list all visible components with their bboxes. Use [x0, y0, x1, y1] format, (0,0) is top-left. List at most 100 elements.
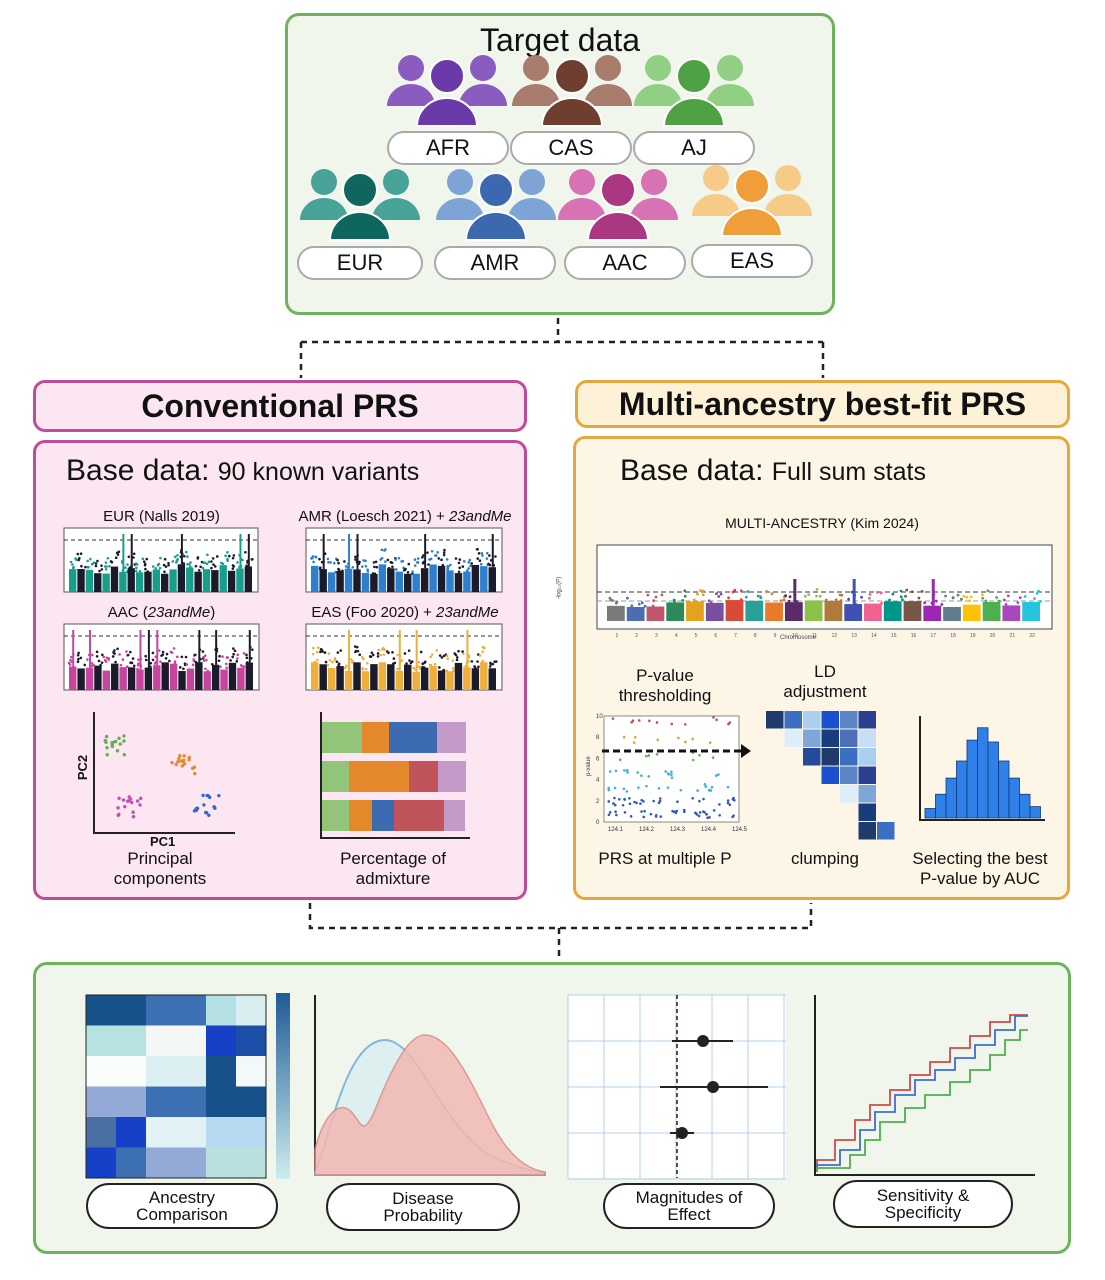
snp-point [109, 560, 113, 563]
snp-point [485, 557, 489, 560]
snp-point [211, 557, 215, 560]
ld-cell [840, 711, 858, 729]
pval-point [629, 815, 633, 818]
snp-point [366, 661, 369, 665]
pval-point [636, 771, 639, 774]
snp-point [611, 599, 614, 602]
snp-point [652, 599, 656, 602]
chromosome-tick: 4 [675, 633, 678, 639]
chromosome-column [454, 662, 463, 690]
snp-point [807, 593, 811, 597]
snp-point [207, 560, 211, 564]
pval-point [691, 737, 694, 741]
pval-point [691, 796, 694, 800]
snp-point [969, 595, 973, 599]
snp-point [128, 566, 132, 570]
chromosome-column [119, 571, 127, 592]
snp-point [113, 652, 116, 655]
pca-point [115, 749, 120, 753]
pca-point [187, 757, 191, 762]
chromosome-column [480, 662, 488, 690]
admixture-segment [394, 800, 444, 831]
pval-point [614, 810, 617, 814]
snp-point [77, 651, 80, 655]
snp-point [944, 594, 948, 598]
chromosome-column [94, 665, 102, 690]
pval-point [658, 797, 662, 800]
snp-point [151, 565, 155, 568]
snp-point [681, 598, 685, 602]
pval-point [607, 800, 611, 803]
snp-point [121, 658, 125, 661]
pval-point [672, 810, 676, 813]
snp-point [127, 555, 131, 559]
snp-point [418, 667, 422, 670]
chromosome-column [361, 671, 370, 690]
snp-point [396, 653, 400, 657]
pval-point [679, 788, 683, 792]
snp-point [355, 645, 359, 649]
snp-point [442, 551, 446, 554]
chromosome-column [177, 564, 186, 592]
snp-point [920, 590, 924, 593]
chromosome-column [420, 568, 429, 592]
chromosome-block [943, 606, 961, 621]
snp-point [199, 565, 202, 569]
snp-point [467, 561, 471, 564]
group-pill-eas: EAS [691, 244, 813, 278]
snp-point [205, 658, 208, 662]
chromosome-column [69, 666, 77, 690]
snp-point [69, 658, 72, 662]
person-body-main [586, 211, 650, 241]
snp-point [651, 604, 655, 608]
chromosome-column [153, 665, 161, 690]
snp-point [625, 596, 629, 600]
forest-point [707, 1081, 719, 1093]
chromosome-column [136, 669, 144, 690]
ld-cell [858, 785, 876, 803]
snp-point [868, 592, 872, 596]
snp-point [455, 658, 459, 662]
snp-point [108, 565, 111, 568]
snp-point [746, 590, 750, 593]
pval-point [670, 722, 674, 726]
snp-point [182, 554, 186, 558]
snp-point [171, 560, 175, 563]
pval-point [706, 816, 709, 820]
pca-xlabel: PC1 [150, 834, 176, 849]
chromosome-column [429, 564, 437, 592]
chromosome-column [471, 668, 480, 690]
snp-point [125, 665, 129, 668]
snp-point [231, 655, 234, 659]
chromosome-tick: 9 [774, 633, 777, 639]
snp-point [375, 565, 379, 569]
pval-point [698, 799, 701, 803]
pval-point [705, 813, 708, 816]
ld-cell [840, 766, 858, 784]
multi-base-data: Base data: Full sum stats [620, 454, 926, 488]
snp-point [227, 554, 231, 558]
snp-point [956, 593, 960, 597]
chromosome-column [446, 671, 454, 690]
snp-point [876, 590, 879, 594]
chromosome-column [488, 668, 496, 690]
ld-cell-corner [858, 822, 876, 840]
snp-point [443, 548, 446, 552]
snp-point [880, 601, 884, 605]
chromosome-column [446, 570, 454, 592]
mini-manhattan-2 [63, 623, 260, 691]
roc-curve-green [816, 1029, 1028, 1172]
snp-point [191, 663, 195, 667]
snp-point [96, 559, 99, 563]
chromosome-column [344, 670, 353, 690]
snp-point [151, 651, 155, 655]
output-magnitudes-of-effect: Magnitudes of Effect [603, 1183, 775, 1229]
snp-point [1033, 597, 1036, 600]
snp-point [643, 604, 647, 608]
mini-manhattan-3 [305, 623, 503, 691]
snp-point [193, 653, 197, 657]
admixture-segment [362, 722, 389, 753]
chromosome-column [94, 573, 102, 592]
